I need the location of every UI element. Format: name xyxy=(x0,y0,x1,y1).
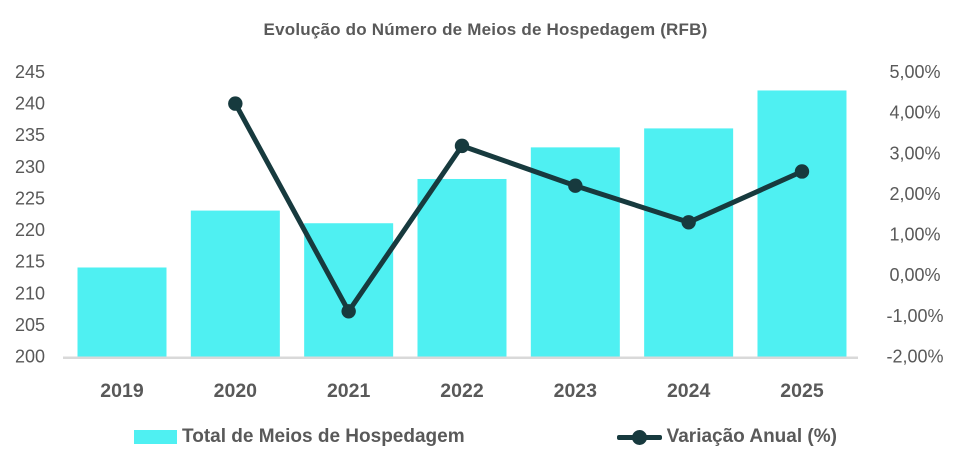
y-axis-left-tick-label: 225 xyxy=(15,188,45,208)
y-axis-left-tick-label: 200 xyxy=(15,347,45,367)
line-marker-2021 xyxy=(341,304,356,319)
x-axis-label-2023: 2023 xyxy=(554,380,598,402)
y-axis-right-tick-label: 3,00% xyxy=(889,143,940,163)
x-axis-label-2024: 2024 xyxy=(667,380,711,402)
legend-item-total: Total de Meios de Hospedagem xyxy=(134,426,465,448)
legend-label-total: Total de Meios de Hospedagem xyxy=(182,426,465,447)
y-axis-left-tick-label: 245 xyxy=(15,62,45,82)
y-axis-left-tick-label: 240 xyxy=(15,94,45,114)
legend-label-variacao: Variação Anual (%) xyxy=(666,426,837,447)
y-axis-left-tick-label: 220 xyxy=(15,220,45,240)
y-axis-right-tick-label: 0,00% xyxy=(889,265,940,285)
y-axis-right-tick-label: 5,00% xyxy=(889,62,940,82)
x-axis-label-2020: 2020 xyxy=(214,380,258,402)
legend-item-variacao: Variação Anual (%) xyxy=(616,426,837,448)
y-axis-right-tick-label: 2,00% xyxy=(889,184,940,204)
x-axis-label-2025: 2025 xyxy=(780,380,824,402)
bar-2019 xyxy=(77,267,167,357)
line-marker-2025 xyxy=(794,164,810,179)
legend: Total de Meios de Hospedagem Variação An… xyxy=(0,426,971,448)
line-marker-2020 xyxy=(228,96,243,111)
y-axis-left-tick-label: 215 xyxy=(15,252,45,272)
x-axis-label-2021: 2021 xyxy=(327,380,371,402)
bar-series-swatch-icon xyxy=(134,430,178,444)
x-axis-label-2022: 2022 xyxy=(440,380,484,402)
y-axis-right-tick-label: -2,00% xyxy=(886,347,943,367)
chart-plot-area: 200 205 210 215 220 225 230 235 240 245 -2,00% -1,0… xyxy=(15,62,944,402)
line-marker-2024 xyxy=(681,215,696,230)
bar-2021 xyxy=(304,223,394,357)
bar-2024 xyxy=(644,128,734,357)
chart-title: Evolução do Número de Meios de Hospedage… xyxy=(263,20,708,39)
line-marker-2022 xyxy=(454,138,470,154)
y-axis-left-tick-label: 230 xyxy=(15,157,45,177)
bar-2020 xyxy=(190,210,280,357)
line-marker-2023 xyxy=(568,178,583,193)
bar-2022 xyxy=(417,178,507,357)
variation-line xyxy=(232,101,805,314)
y-axis-left-tick-label: 210 xyxy=(15,283,45,303)
line-swatch-marker-icon xyxy=(631,430,647,445)
y-axis-right-tick-label: 4,00% xyxy=(889,103,940,123)
y-axis-right-tick-label: -1,00% xyxy=(886,306,943,326)
line-series-swatch-icon xyxy=(616,429,662,445)
y-axis-right-tick-label: 1,00% xyxy=(889,225,940,245)
bar-2025 xyxy=(757,90,847,357)
y-axis-left-tick-label: 205 xyxy=(15,315,45,335)
y-axis-left-tick-label: 235 xyxy=(15,125,45,145)
x-axis-label-2019: 2019 xyxy=(100,380,144,402)
